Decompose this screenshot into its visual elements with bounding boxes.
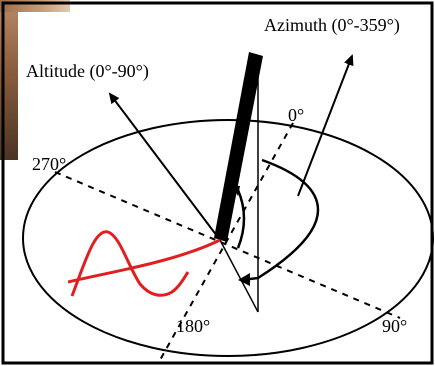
altitude-arrow [108,92,221,241]
ground-projection-line [219,239,259,313]
west-label: 270° [32,154,66,174]
azimuth-arrow [297,54,354,197]
gnomon-pole [214,52,263,242]
south-label: 180° [176,316,210,336]
east-label: 90° [382,316,407,336]
altitude-arc-head [232,186,240,196]
shadow-path-line [67,238,221,284]
azimuth-arc-head [238,273,250,286]
shadow-path-loop [70,230,190,297]
azimuth-label: Azimuth (0°-359°) [264,15,400,36]
horizon-ellipse [22,119,434,357]
altitude-arc [236,189,246,249]
north-label: 0° [288,105,304,125]
azimuth-arc [241,158,320,282]
west-east-axis [54,171,401,319]
altitude-label: Altitude (0°-90°) [26,61,149,82]
